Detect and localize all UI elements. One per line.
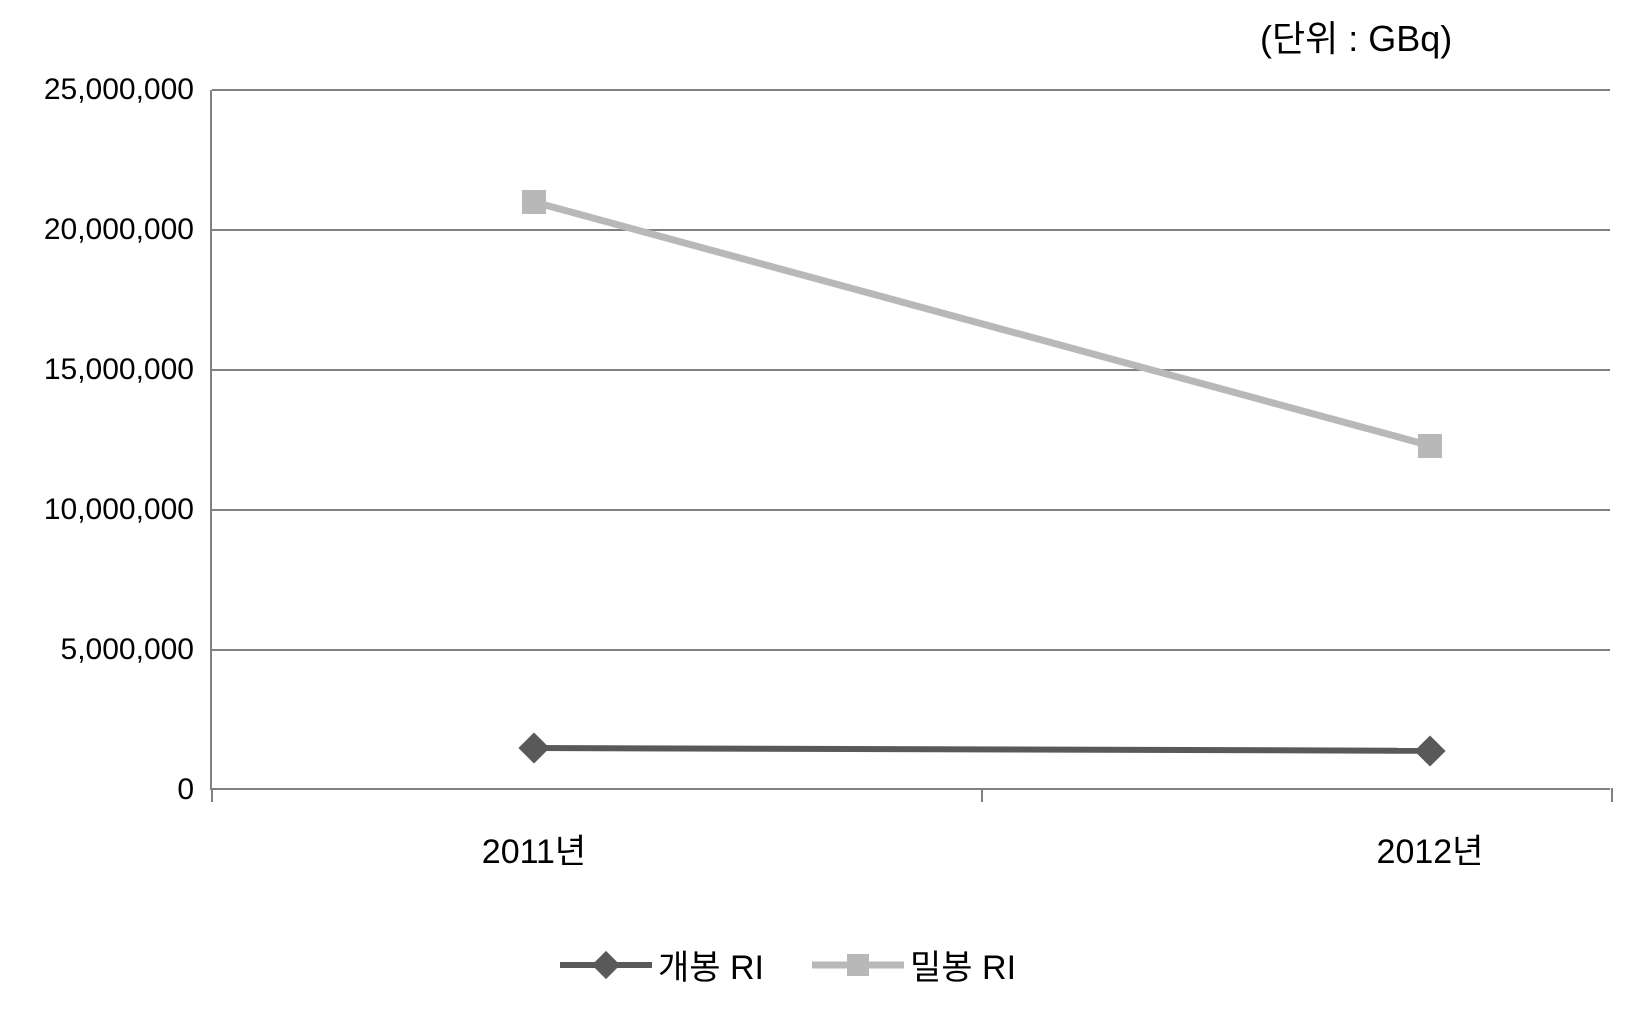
y-tick-label: 5,000,000 [61, 633, 212, 667]
unit-label: (단위 : GBq) [1260, 10, 1452, 62]
line-chart: 05,000,00010,000,00015,000,00020,000,000… [210, 90, 1610, 790]
y-tick-label: 20,000,000 [44, 213, 212, 247]
gridline [212, 89, 1610, 91]
diamond-marker-icon [518, 732, 549, 763]
x-tick-mark [981, 788, 983, 802]
series-line [212, 90, 1612, 790]
legend-label-sealed: 밀봉 RI [910, 940, 1016, 989]
x-tick-mark [211, 788, 213, 802]
gridline [212, 369, 1610, 371]
gridline [212, 509, 1610, 511]
diamond-marker-icon [592, 950, 620, 978]
y-tick-label: 10,000,000 [44, 493, 212, 527]
square-marker-icon [1418, 434, 1442, 458]
legend: 개봉 RI 밀봉 RI [560, 940, 1016, 989]
y-tick-label: 25,000,000 [44, 73, 212, 107]
x-tick-mark [1611, 788, 1613, 802]
plot-area: 05,000,00010,000,00015,000,00020,000,000… [210, 90, 1610, 790]
legend-swatch-sealed [812, 950, 904, 980]
x-tick-label: 2012년 [1377, 824, 1484, 873]
gridline [212, 229, 1610, 231]
y-tick-label: 15,000,000 [44, 353, 212, 387]
x-tick-label: 2011년 [482, 824, 586, 873]
square-marker-icon [522, 190, 546, 214]
legend-label-open: 개봉 RI [658, 940, 764, 989]
diamond-marker-icon [1414, 735, 1445, 766]
series-line [212, 90, 1612, 790]
square-marker-icon [847, 954, 869, 976]
legend-item-sealed: 밀봉 RI [812, 940, 1016, 989]
legend-swatch-open [560, 950, 652, 980]
y-tick-label: 0 [177, 773, 212, 807]
legend-item-open: 개봉 RI [560, 940, 764, 989]
gridline [212, 649, 1610, 651]
